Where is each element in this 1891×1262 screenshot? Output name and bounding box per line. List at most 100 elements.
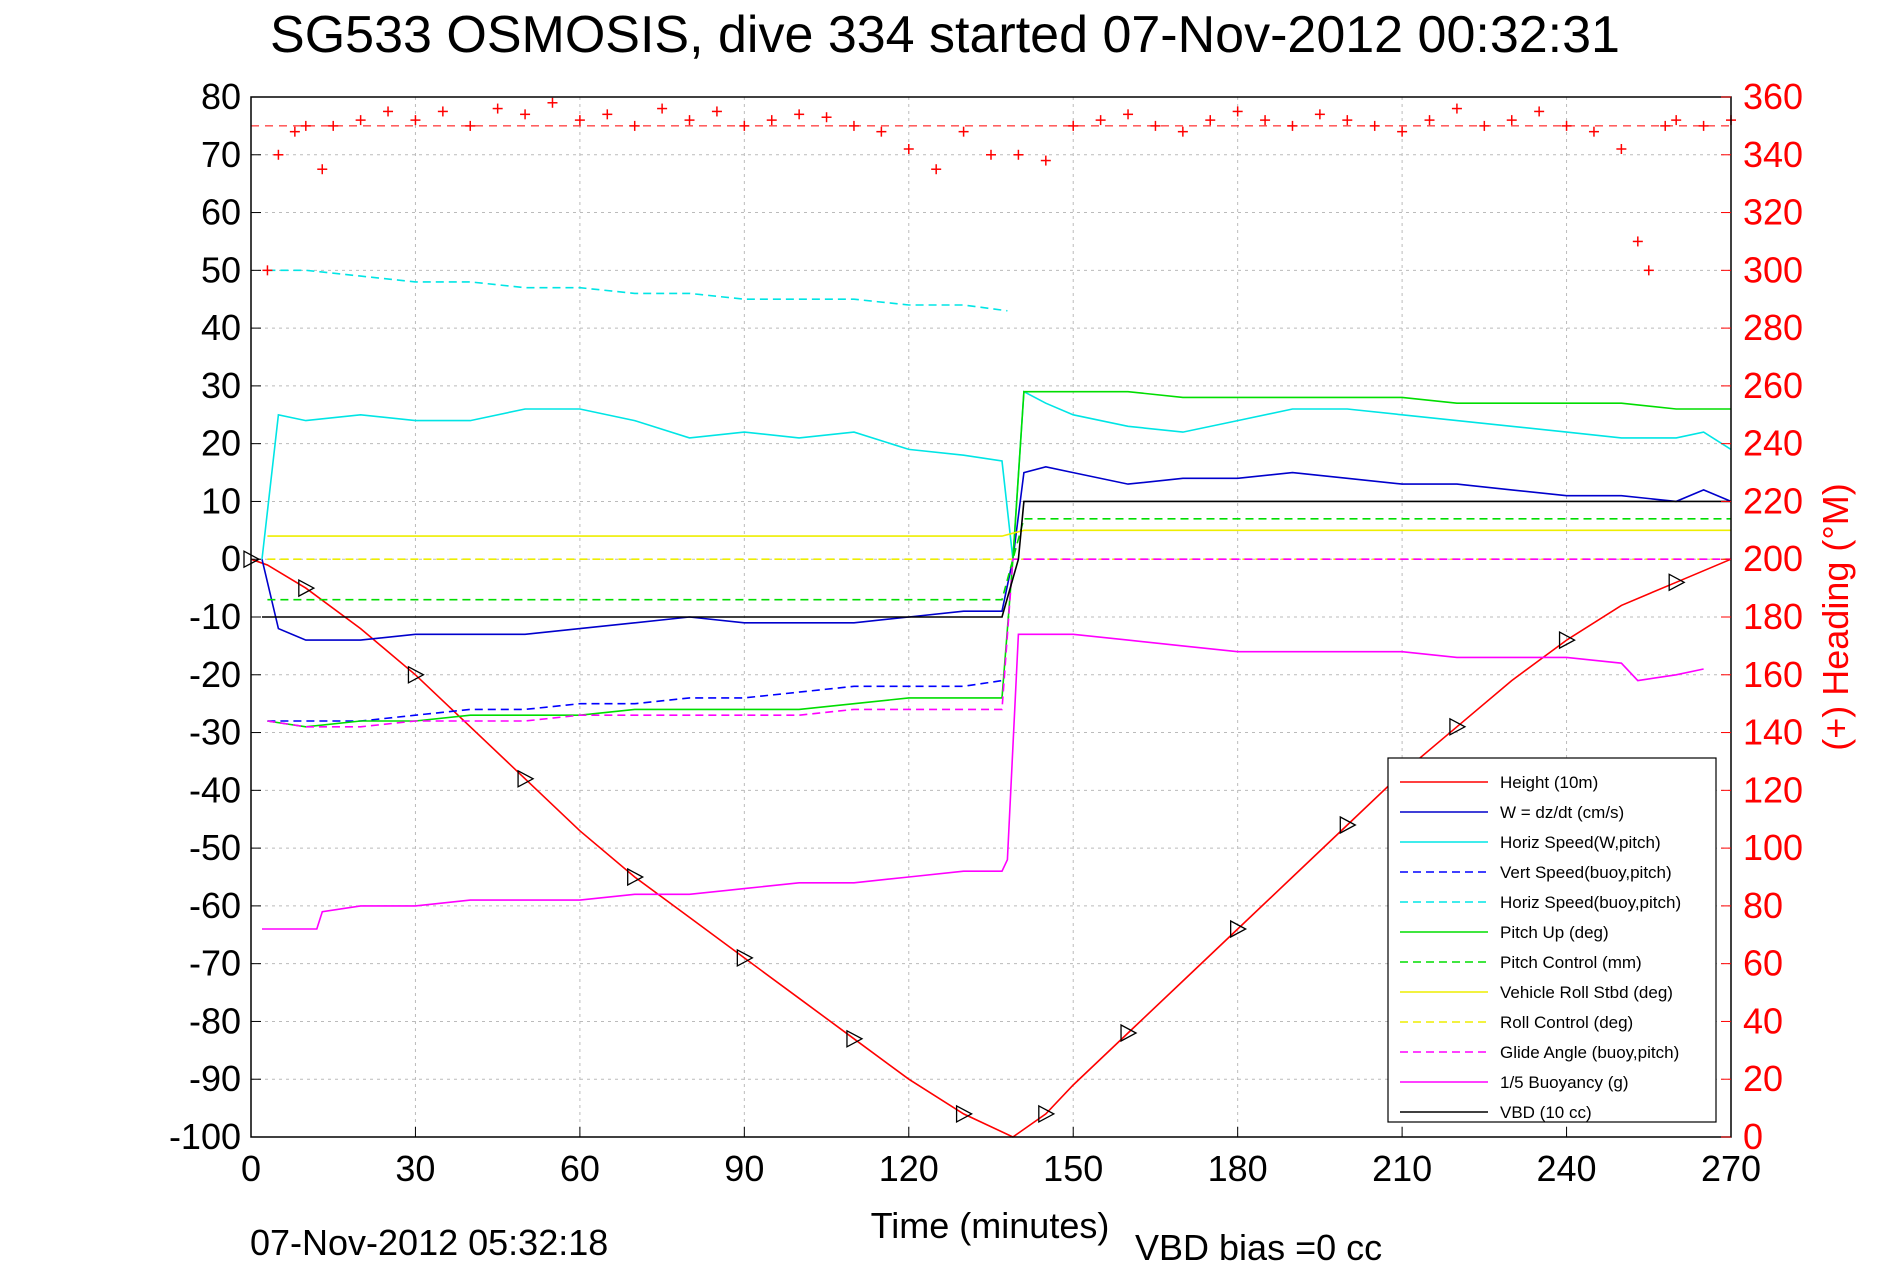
- series-line-4: [267, 679, 1003, 722]
- series-line-8: [267, 529, 1731, 537]
- height-marker: [1230, 919, 1248, 939]
- heading-point: [547, 97, 558, 108]
- heading-point: [1013, 149, 1024, 160]
- tick-label-y-right: 40: [1743, 1000, 1783, 1041]
- tick-label-y: 80: [201, 76, 241, 117]
- tick-label-y: 40: [201, 307, 241, 348]
- heading-point: [1260, 115, 1271, 126]
- heading-point: [1342, 115, 1353, 126]
- tick-label-y-right: 100: [1743, 827, 1803, 868]
- legend-label: 1/5 Buoyancy (g): [1500, 1073, 1629, 1092]
- tick-label-y: -60: [189, 885, 241, 926]
- heading-point: [1232, 106, 1243, 117]
- y-axis-left: 80 70 60 50 40 30 20 10 0 -10 -20 -30 -40 -50 -60 -70 -8…: [169, 76, 261, 1157]
- markers-layer: [243, 97, 1736, 1123]
- legend-label: Roll Control (deg): [1500, 1013, 1633, 1032]
- tick-label-y: -70: [189, 943, 241, 984]
- heading-point: [1369, 120, 1380, 131]
- footer-timestamp: 07-Nov-2012 05:32:18: [250, 1222, 608, 1262]
- tick-label-y: 50: [201, 249, 241, 290]
- height-marker: [1120, 1023, 1138, 1043]
- tick-label-y: 30: [201, 365, 241, 406]
- heading-point: [262, 265, 273, 276]
- heading-point: [1123, 109, 1134, 120]
- legend-label: Horiz Speed(buoy,pitch): [1500, 893, 1681, 912]
- series-line-11: [262, 633, 1704, 930]
- series-line-5: [267, 269, 1008, 312]
- heading-point: [821, 112, 832, 123]
- tick-label-y-right: 280: [1743, 307, 1803, 348]
- heading-point: [1397, 126, 1408, 137]
- heading-point: [1314, 109, 1325, 120]
- tick-label-y: 0: [221, 538, 241, 579]
- footer-vbd-bias: VBD bias =0 cc: [1135, 1227, 1382, 1262]
- tick-label-y-right: 60: [1743, 943, 1783, 984]
- height-marker: [1668, 573, 1686, 592]
- heading-point: [317, 164, 328, 175]
- y-axis-right-label: (+) Heading (°M): [1815, 483, 1856, 750]
- series-layer: [250, 269, 1732, 1138]
- tick-label-y-right: 220: [1743, 480, 1803, 521]
- y-axis-right: 3603403203002802602402202001801601401201…: [1721, 76, 1803, 1157]
- heading-point: [931, 164, 942, 175]
- heading-point: [437, 106, 448, 117]
- tick-label-y: 10: [201, 480, 241, 521]
- legend-label: Pitch Control (mm): [1500, 953, 1642, 972]
- x-axis: 0 30 60 90 120 150 180 210 240 270: [241, 1127, 1761, 1189]
- tick-label-y: 20: [201, 423, 241, 464]
- chart-title: SG533 OSMOSIS, dive 334 started 07-Nov-2…: [270, 6, 1620, 64]
- height-marker: [517, 769, 535, 788]
- heading-point: [574, 115, 585, 126]
- heading-point: [602, 109, 613, 120]
- height-marker: [1038, 1104, 1056, 1123]
- tick-label-y: -40: [189, 769, 241, 810]
- tick-label-y-right: 80: [1743, 885, 1783, 926]
- series-line-12: [262, 500, 1731, 618]
- tick-label-x: 90: [724, 1148, 764, 1189]
- heading-point: [1095, 115, 1106, 126]
- heading-point: [1506, 115, 1517, 126]
- heading-point: [657, 103, 668, 114]
- series-line-10: [267, 558, 1731, 728]
- heading-point: [289, 126, 300, 137]
- heading-point: [300, 120, 311, 131]
- legend-label: Height (10m): [1500, 773, 1598, 792]
- heading-point: [328, 120, 339, 131]
- heading-point: [1205, 115, 1216, 126]
- heading-point: [1643, 265, 1654, 276]
- tick-label-y-right: 260: [1743, 365, 1803, 406]
- height-marker: [955, 1104, 973, 1123]
- legend-label: Horiz Speed(W,pitch): [1500, 833, 1661, 852]
- heading-point: [1479, 120, 1490, 131]
- tick-label-y-right: 340: [1743, 134, 1803, 175]
- tick-label-y-right: 160: [1743, 654, 1803, 695]
- heading-point: [766, 115, 777, 126]
- heading-point: [958, 126, 969, 137]
- height-marker: [298, 579, 316, 598]
- tick-label-y: 70: [201, 134, 241, 175]
- tick-label-y: -30: [189, 712, 241, 753]
- heading-point: [739, 120, 750, 131]
- tick-label-y: -80: [189, 1000, 241, 1041]
- heading-point: [1616, 144, 1627, 154]
- tick-label-x: 30: [395, 1148, 435, 1189]
- heading-point: [876, 126, 887, 137]
- tick-label-y: -10: [189, 596, 241, 637]
- tick-label-y-right: 200: [1743, 538, 1803, 579]
- heading-point: [492, 103, 503, 114]
- heading-point: [1588, 126, 1599, 137]
- legend-box: [1387, 757, 1717, 1123]
- heading-point: [903, 144, 914, 154]
- tick-label-y-right: 300: [1743, 249, 1803, 290]
- heading-point: [1632, 236, 1643, 247]
- heading-point: [629, 120, 640, 131]
- tick-label-x: 0: [241, 1148, 261, 1189]
- heading-point: [1698, 120, 1709, 131]
- heading-point: [355, 115, 366, 126]
- heading-point: [1660, 120, 1671, 131]
- tick-label-y-right: 20: [1743, 1058, 1783, 1099]
- tick-label-y: 60: [201, 192, 241, 233]
- tick-label-x: 240: [1537, 1148, 1597, 1189]
- height-marker: [846, 1029, 864, 1048]
